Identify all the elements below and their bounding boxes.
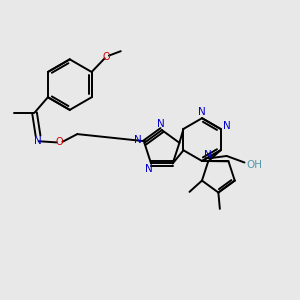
- Text: O: O: [56, 137, 63, 147]
- Text: N: N: [204, 150, 212, 161]
- Text: N: N: [223, 121, 231, 131]
- Text: OH: OH: [246, 160, 262, 170]
- Text: N: N: [146, 164, 153, 174]
- Text: N: N: [198, 107, 206, 117]
- Text: O: O: [103, 52, 110, 61]
- Text: N: N: [157, 118, 165, 128]
- Text: N: N: [134, 135, 142, 145]
- Text: N: N: [34, 136, 41, 146]
